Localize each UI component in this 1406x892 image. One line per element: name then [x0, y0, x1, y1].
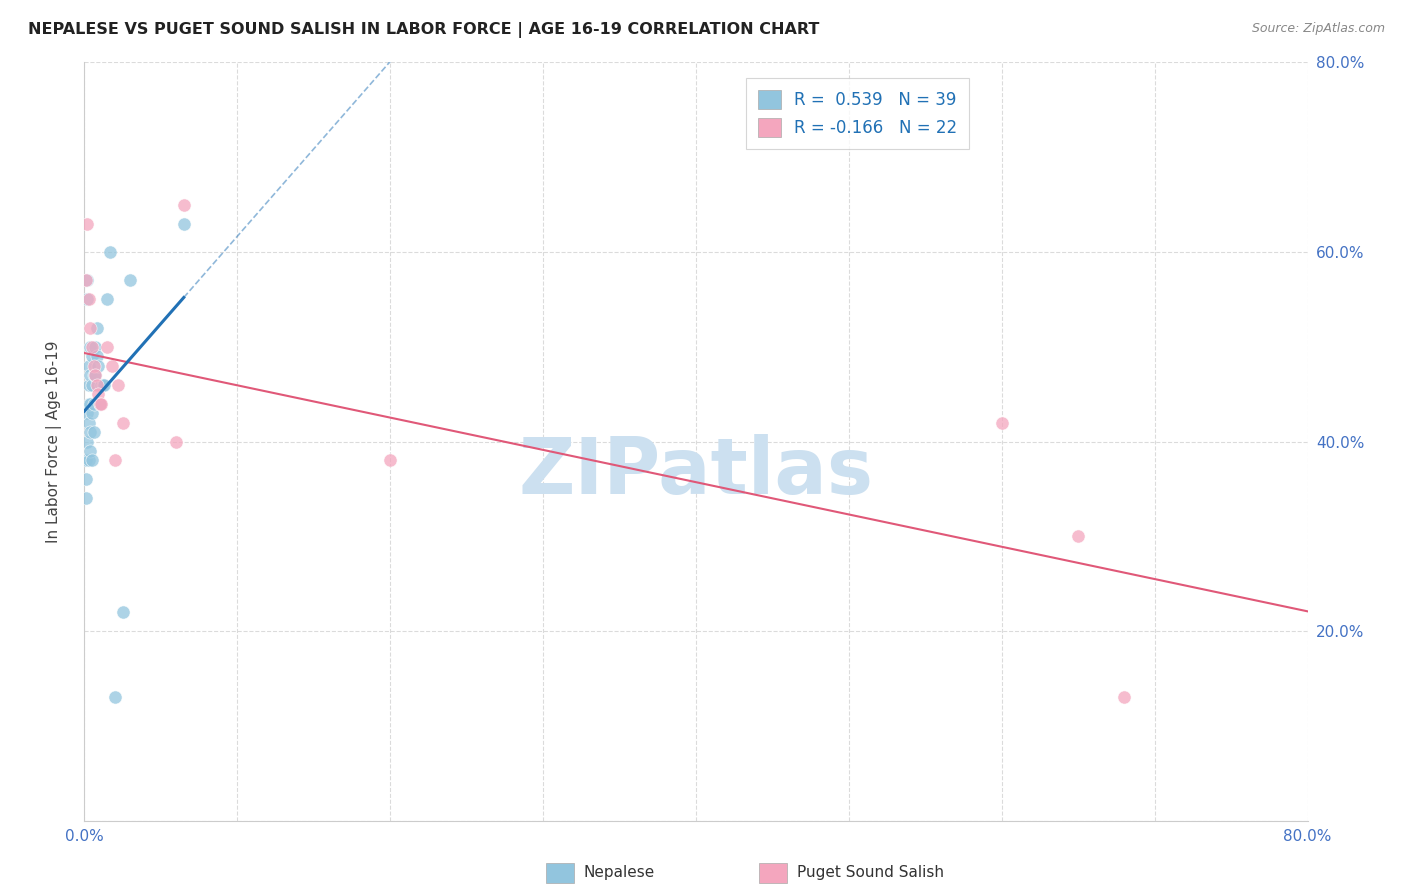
- Point: [76, 434, 98, 449]
- Point: [96, 340, 118, 354]
- Point: [104, 690, 127, 705]
- Point: [84, 368, 107, 383]
- Point: [75, 273, 97, 287]
- Point: [80, 377, 103, 392]
- Point: [101, 359, 124, 373]
- Point: [83, 425, 105, 439]
- Point: [79, 320, 101, 334]
- Point: [1114, 690, 1136, 705]
- Point: [75, 491, 97, 506]
- Point: [83, 359, 105, 373]
- Point: [84, 368, 107, 383]
- Point: [111, 605, 134, 619]
- Point: [77, 359, 100, 373]
- Point: [75, 453, 97, 467]
- Point: [90, 377, 112, 392]
- Point: [76, 293, 98, 307]
- Text: ZIPatlas: ZIPatlas: [519, 434, 873, 510]
- Point: [104, 453, 127, 467]
- Point: [120, 273, 142, 287]
- Point: [80, 340, 103, 354]
- Point: [380, 453, 402, 467]
- Point: [84, 340, 107, 354]
- Point: [93, 377, 115, 392]
- Point: [79, 396, 101, 410]
- Point: [89, 396, 111, 410]
- Point: [77, 453, 100, 467]
- Point: [77, 396, 100, 410]
- Legend: R =  0.539   N = 39, R = -0.166   N = 22: R = 0.539 N = 39, R = -0.166 N = 22: [745, 78, 969, 149]
- Point: [165, 434, 187, 449]
- Point: [80, 406, 103, 420]
- Point: [79, 425, 101, 439]
- Point: [75, 473, 97, 487]
- Point: [77, 293, 100, 307]
- Text: Puget Sound Salish: Puget Sound Salish: [797, 865, 945, 880]
- Y-axis label: In Labor Force | Age 16-19: In Labor Force | Age 16-19: [46, 340, 62, 543]
- Point: [80, 349, 103, 363]
- Point: [79, 368, 101, 383]
- Point: [76, 406, 98, 420]
- Point: [98, 244, 121, 259]
- Point: [80, 453, 103, 467]
- Point: [173, 197, 195, 211]
- Point: [90, 396, 112, 410]
- Point: [86, 320, 108, 334]
- Point: [83, 368, 105, 383]
- Point: [91, 377, 114, 392]
- Text: NEPALESE VS PUGET SOUND SALISH IN LABOR FORCE | AGE 16-19 CORRELATION CHART: NEPALESE VS PUGET SOUND SALISH IN LABOR …: [28, 22, 820, 38]
- Point: [107, 377, 129, 392]
- Point: [86, 349, 108, 363]
- Text: Source: ZipAtlas.com: Source: ZipAtlas.com: [1251, 22, 1385, 36]
- Point: [79, 444, 101, 458]
- Point: [1067, 529, 1090, 543]
- Point: [173, 217, 195, 231]
- Point: [87, 387, 110, 401]
- Point: [111, 416, 134, 430]
- Point: [89, 396, 111, 410]
- Point: [83, 396, 105, 410]
- Point: [991, 416, 1014, 430]
- Point: [76, 217, 98, 231]
- Point: [79, 340, 101, 354]
- Point: [87, 359, 110, 373]
- Text: Nepalese: Nepalese: [583, 865, 655, 880]
- Point: [86, 377, 108, 392]
- Point: [77, 416, 100, 430]
- Point: [77, 377, 100, 392]
- Point: [96, 293, 118, 307]
- Point: [76, 273, 98, 287]
